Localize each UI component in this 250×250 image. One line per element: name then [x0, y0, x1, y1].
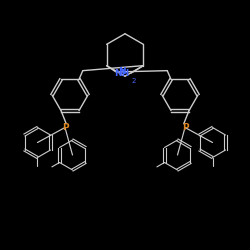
Text: P: P: [182, 123, 188, 132]
Text: 2: 2: [132, 78, 136, 84]
Text: N: N: [118, 67, 126, 76]
Text: NH: NH: [114, 68, 130, 78]
Text: P: P: [62, 123, 68, 132]
